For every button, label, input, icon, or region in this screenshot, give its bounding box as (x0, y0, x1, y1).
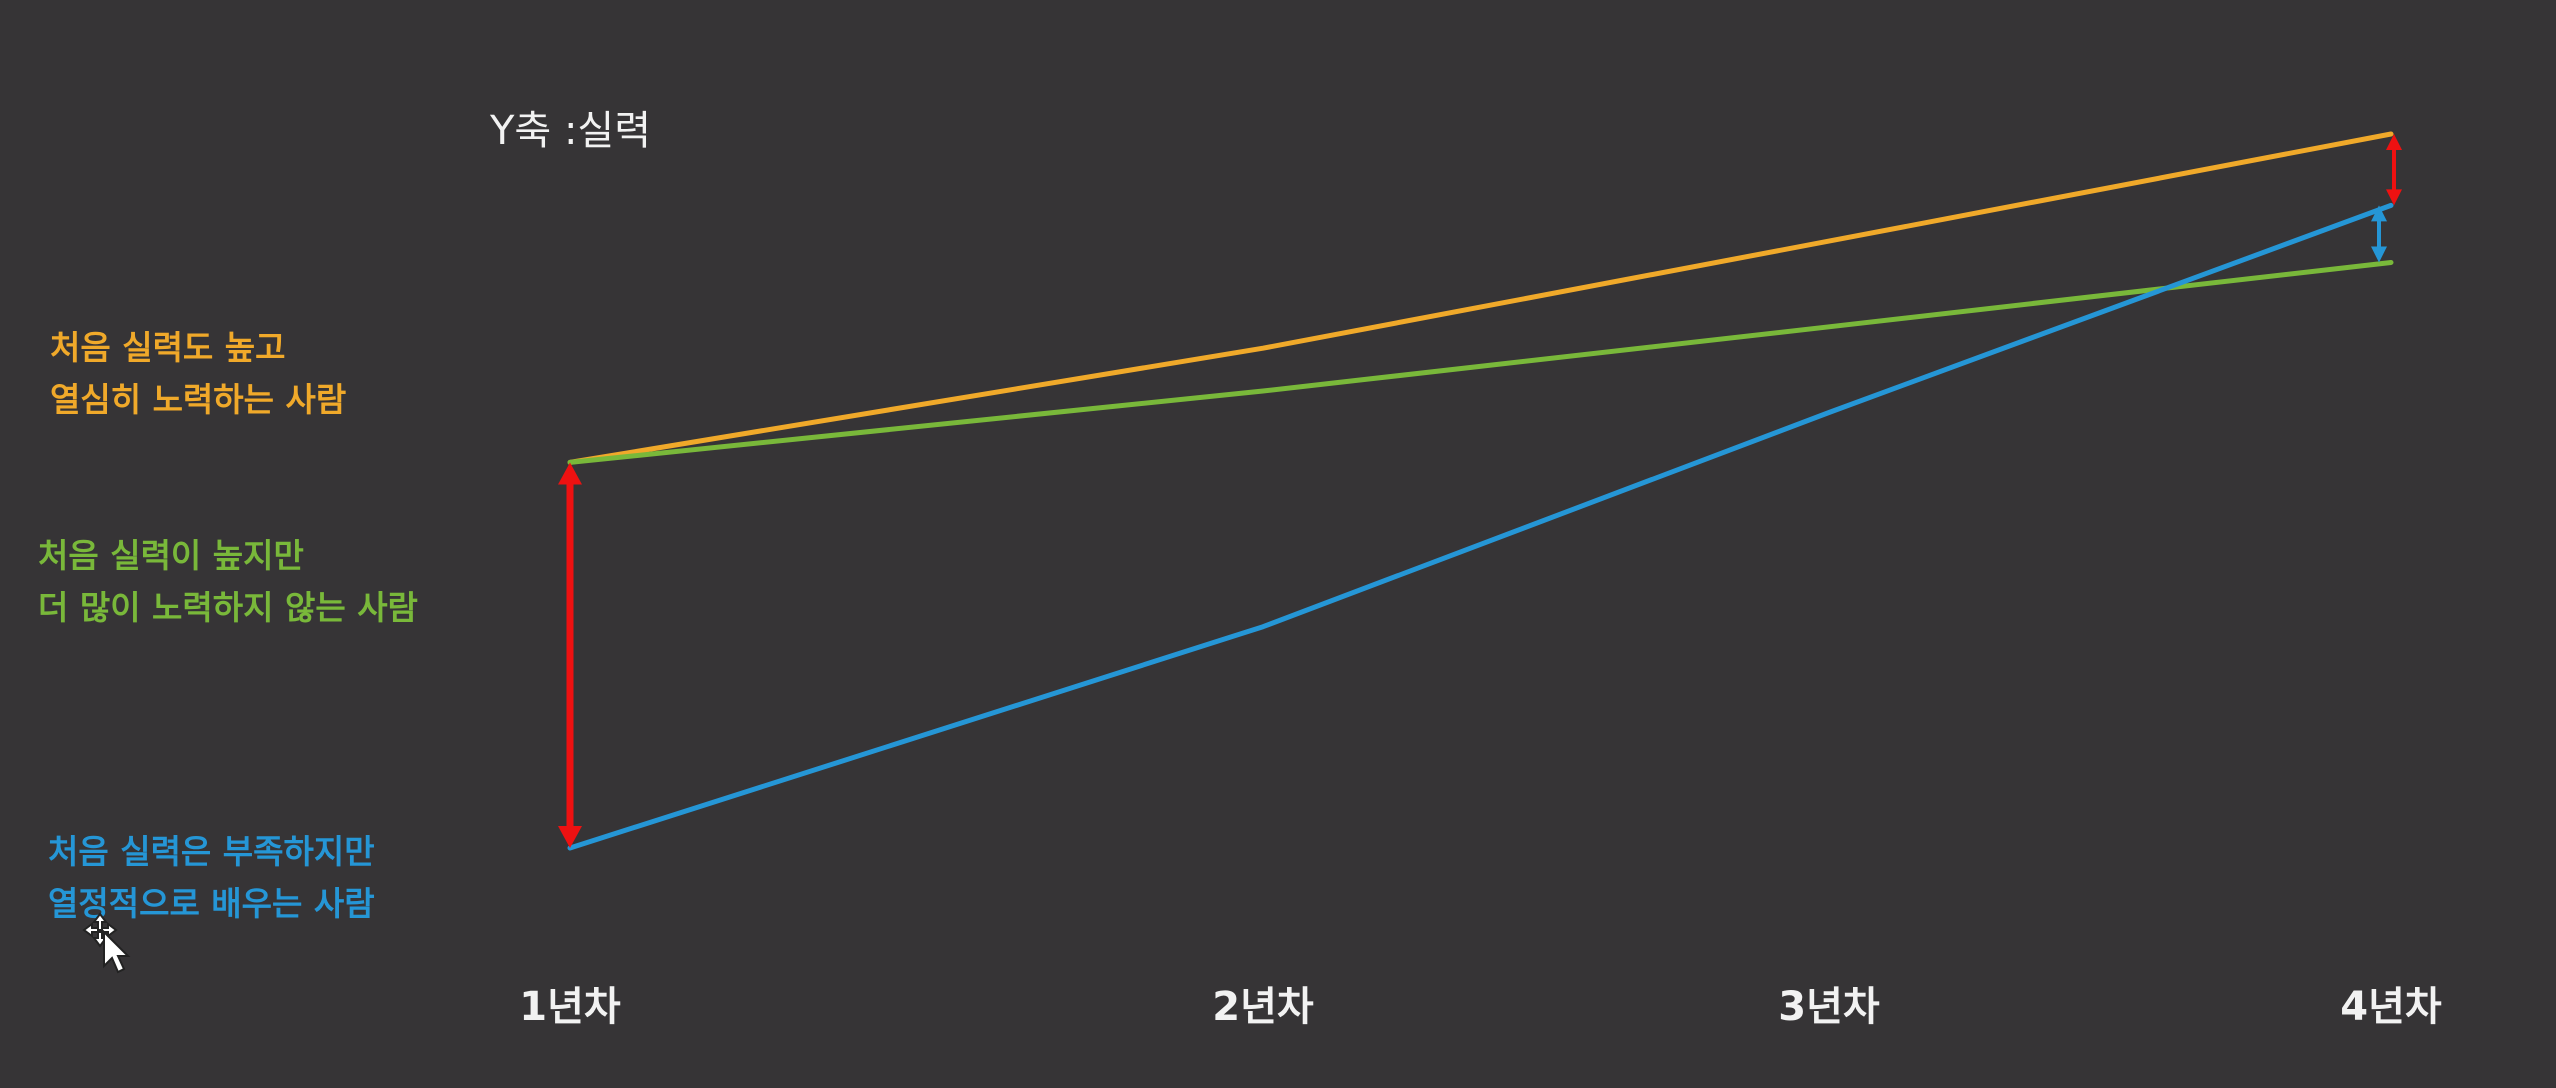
legend-green-line2: 더 많이 노력하지 않는 사람 (38, 588, 418, 627)
series-line-2 (567, 260, 2394, 465)
series-line-3 (567, 202, 2394, 851)
double-arrow-2 (2386, 134, 2402, 206)
legend-orange-line2: 열심히 노력하는 사람 (50, 380, 347, 419)
double-arrow-1 (558, 462, 582, 848)
legend-blue-line1: 처음 실력은 부족하지만 (48, 832, 375, 871)
double-arrow-3 (2371, 205, 2387, 263)
move-cursor-icon (82, 912, 131, 974)
x-tick-label: 3년차 (1778, 984, 1880, 1030)
legend-orange-line1: 처음 실력도 높고 (50, 328, 286, 367)
x-tick-label: 2년차 (1212, 984, 1314, 1030)
legend-blue: 처음 실력은 부족하지만 열정적으로 배우는 사람 (48, 826, 375, 930)
legend-orange: 처음 실력도 높고 열심히 노력하는 사람 (50, 322, 346, 426)
series-line-1 (567, 131, 2394, 465)
y-axis-label: Y축 :실력 (490, 108, 652, 154)
x-tick-label: 1년차 (519, 984, 621, 1030)
legend-green: 처음 실력이 높지만 더 많이 노력하지 않는 사람 (38, 530, 418, 634)
x-tick-label: 4년차 (2340, 984, 2442, 1030)
legend-green-line1: 처음 실력이 높지만 (38, 536, 304, 575)
